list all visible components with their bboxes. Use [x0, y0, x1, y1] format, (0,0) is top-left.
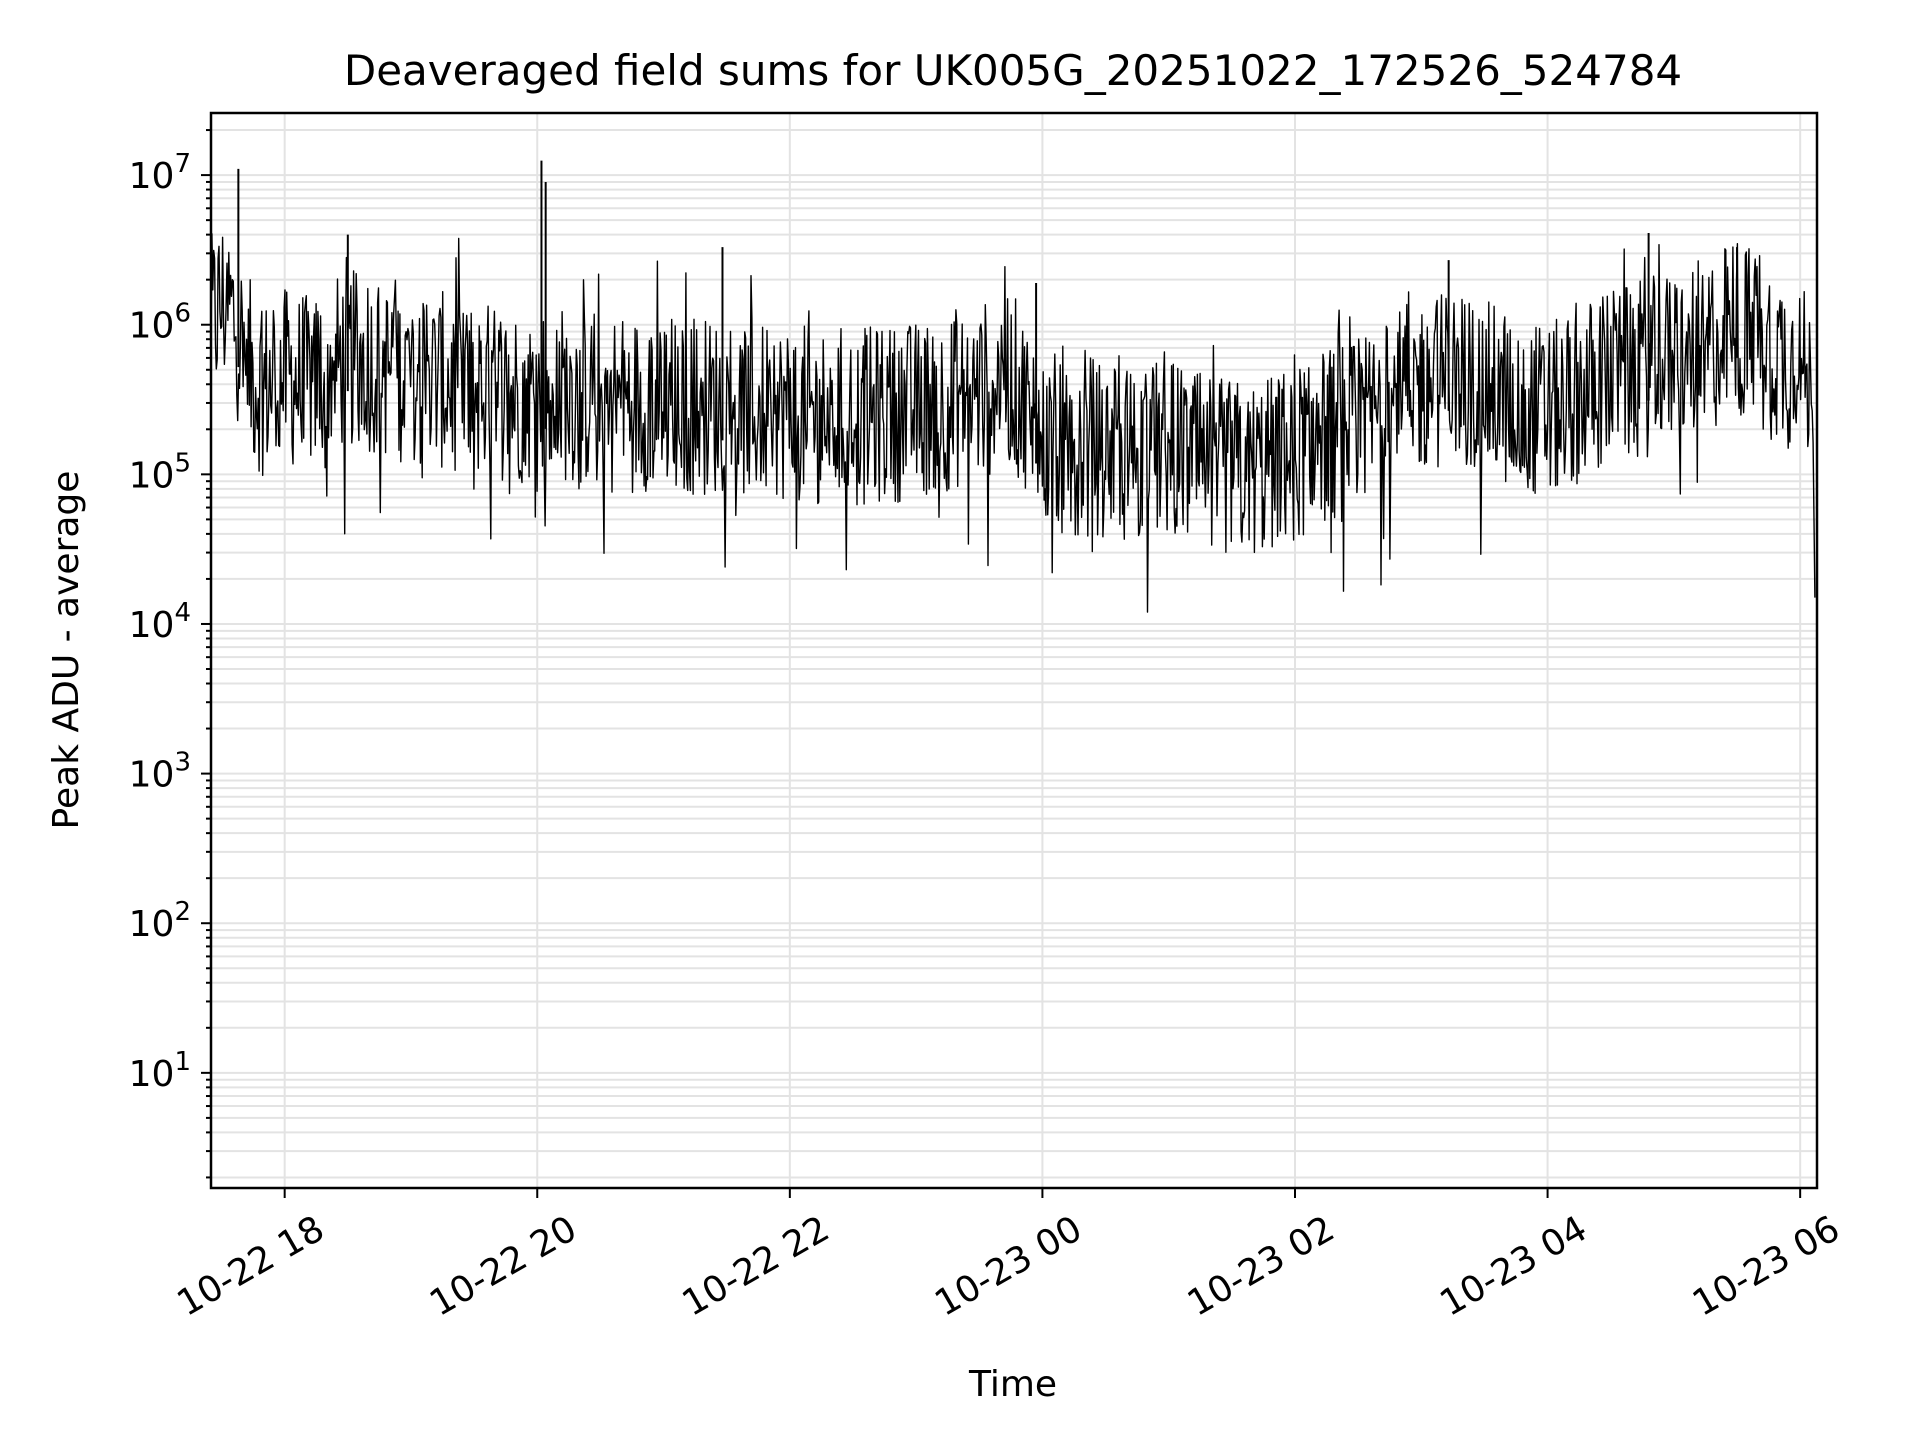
grid — [211, 113, 1817, 1188]
y-tick-label: 105 — [129, 448, 191, 496]
y-tick-label: 104 — [129, 598, 191, 646]
x-axis-label: Time — [968, 1364, 1057, 1405]
y-tick-label: 106 — [129, 299, 191, 347]
axis-ticks — [201, 129, 1802, 1198]
y-tick-label: 107 — [129, 149, 191, 197]
y-tick-label: 102 — [129, 897, 191, 945]
series-line-group — [210, 160, 1816, 613]
y-tick-label: 103 — [129, 748, 191, 796]
y-tick-labels: 101 102 103 104 105 106 107 — [129, 149, 191, 1095]
y-tick-label: 101 — [129, 1047, 191, 1095]
chart-title: Deaveraged field sums for UK005G_2025102… — [344, 46, 1682, 95]
plot-frame — [209, 111, 1819, 1190]
y-axis-label: Peak ADU - average — [46, 471, 87, 830]
series-line — [210, 233, 1816, 613]
